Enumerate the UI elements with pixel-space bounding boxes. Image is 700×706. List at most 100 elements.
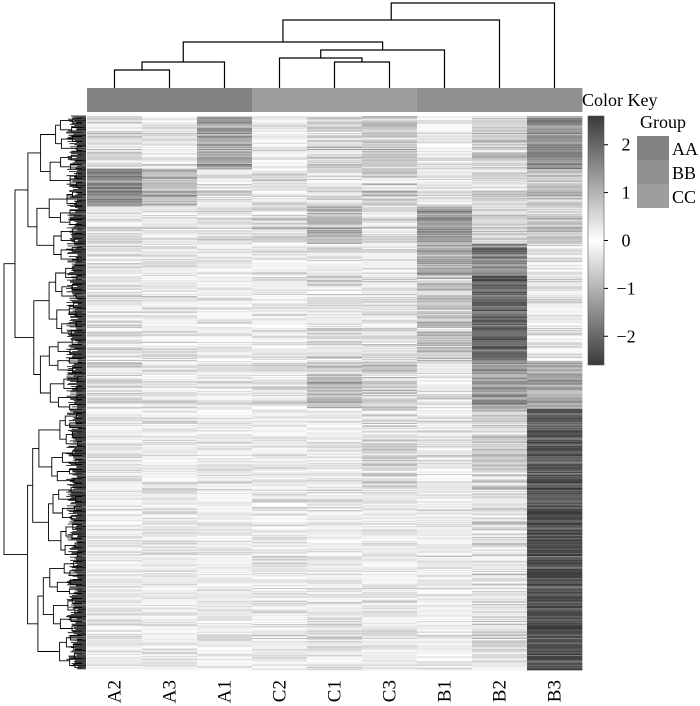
heatmap-cell [417, 649, 473, 652]
heatmap-cell [362, 578, 418, 580]
heatmap-cell [417, 372, 473, 375]
heatmap-cell [527, 388, 583, 391]
heatmap-cell [307, 429, 363, 431]
heatmap-cell [252, 163, 308, 166]
heatmap-cell [87, 365, 143, 367]
heatmap-cell [307, 367, 363, 369]
heatmap-cell [472, 369, 528, 371]
heatmap-cell [472, 241, 528, 244]
heatmap-cell [142, 157, 198, 159]
heatmap-cell [197, 537, 253, 540]
heatmap-cell [527, 238, 583, 240]
heatmap-cell [362, 478, 418, 480]
heatmap-cell [362, 284, 418, 286]
heatmap-cell [252, 654, 308, 656]
heatmap-cell [307, 623, 363, 625]
heatmap-cell [197, 571, 253, 574]
heatmap-cell [142, 454, 198, 457]
heatmap-cell [472, 209, 528, 212]
heatmap-cell [417, 279, 473, 281]
heatmap-cell [307, 289, 363, 292]
heatmap-cell [362, 296, 418, 298]
heatmap-cell [252, 378, 308, 380]
heatmap-cell [472, 179, 528, 182]
heatmap-cell [307, 594, 363, 596]
heatmap-cell [252, 335, 308, 337]
heatmap-cell [197, 666, 253, 669]
heatmap-cell [362, 251, 418, 253]
heatmap-cell [362, 320, 418, 322]
heatmap-cell [197, 423, 253, 426]
heatmap-cell [252, 139, 308, 141]
heatmap-cell [197, 551, 253, 554]
heatmap-cell [417, 535, 473, 538]
heatmap-cell [362, 232, 418, 234]
heatmap-cell [417, 149, 473, 151]
heatmap-cell [307, 549, 363, 552]
heatmap-cell [417, 317, 473, 319]
heatmap-cell [87, 407, 143, 410]
heatmap-cell [197, 334, 253, 336]
heatmap-cell [252, 361, 308, 363]
heatmap-cell [472, 384, 528, 386]
heatmap-cell [417, 560, 473, 562]
heatmap-cell [472, 470, 528, 473]
heatmap-cell [417, 155, 473, 157]
heatmap-cell [252, 493, 308, 495]
heatmap-cell [252, 432, 308, 434]
heatmap-cell [362, 319, 418, 321]
heatmap-cell [197, 349, 253, 351]
heatmap-cell [472, 116, 528, 118]
heatmap-cell [142, 355, 198, 358]
heatmap-cell [252, 162, 308, 165]
heatmap-cell [472, 591, 528, 593]
heatmap-cell [197, 424, 253, 427]
heatmap-cell [527, 463, 583, 465]
heatmap-cell [87, 279, 143, 281]
heatmap-cell [197, 442, 253, 444]
heatmap-cell [197, 323, 253, 326]
heatmap-cell [472, 141, 528, 143]
heatmap-cell [527, 199, 583, 201]
heatmap-cell [472, 655, 528, 657]
heatmap-cell [197, 507, 253, 509]
heatmap-cell [417, 634, 473, 637]
heatmap-cell [252, 466, 308, 468]
heatmap-cell [417, 455, 473, 458]
heatmap-cell [87, 325, 143, 328]
heatmap-cell [197, 303, 253, 305]
heatmap-cell [197, 445, 253, 447]
heatmap-cell [527, 613, 583, 615]
heatmap-cell [142, 272, 198, 275]
heatmap-cell [307, 416, 363, 418]
heatmap-cell [472, 393, 528, 395]
heatmap-cell [527, 340, 583, 343]
heatmap-cell [307, 485, 363, 488]
heatmap-cell [87, 125, 143, 128]
heatmap-cell [527, 599, 583, 602]
heatmap-cell [197, 125, 253, 128]
heatmap-cell [417, 374, 473, 377]
heatmap-cell [307, 358, 363, 361]
heatmap-cell [417, 516, 473, 518]
heatmap-cell [472, 279, 528, 281]
heatmap-cell [307, 640, 363, 642]
heatmap-cell [142, 373, 198, 376]
heatmap-cell [197, 381, 253, 383]
heatmap-cell [362, 227, 418, 230]
heatmap-cell [252, 563, 308, 565]
heatmap-cell [252, 601, 308, 604]
heatmap-cell [417, 369, 473, 371]
heatmap-cell [87, 149, 143, 151]
heatmap-cell [527, 452, 583, 455]
heatmap-cell [87, 492, 143, 494]
heatmap-cell [87, 451, 143, 454]
heatmap-cell [142, 598, 198, 601]
heatmap-cell [472, 654, 528, 656]
heatmap-cell [142, 293, 198, 296]
heatmap-cell [527, 428, 583, 430]
heatmap-cell [197, 318, 253, 320]
heatmap-cell [417, 309, 473, 312]
heatmap-cell [197, 426, 253, 428]
